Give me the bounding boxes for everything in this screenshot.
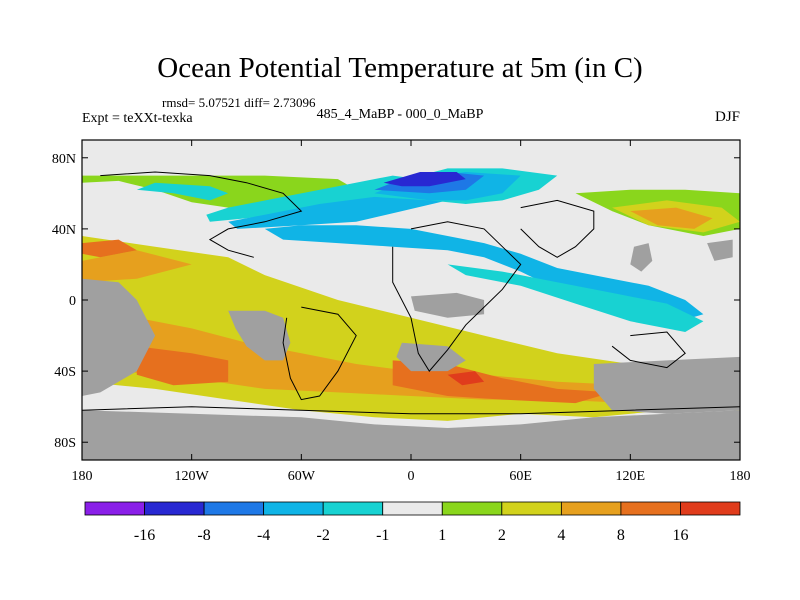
y-tick-label: 40S <box>54 365 76 380</box>
x-tick-label: 0 <box>408 469 415 484</box>
region-east-cyan <box>447 264 704 332</box>
colorbar-label: 8 <box>617 527 625 544</box>
x-tick-label: 180 <box>72 469 93 484</box>
coastline-2 <box>282 306 357 401</box>
colorbar-swatch <box>203 501 265 516</box>
coastline-3 <box>392 221 522 372</box>
region-southern-orange <box>118 314 704 404</box>
region-northeast-orange <box>630 207 713 229</box>
region-siberia-dark-blue <box>383 172 466 187</box>
region-southern-dark-orange <box>136 346 229 386</box>
colorbar-swatch <box>84 501 145 516</box>
x-tick-label: 60W <box>288 469 316 484</box>
coastline-1 <box>100 171 303 258</box>
region-northwest-cyan <box>136 182 229 201</box>
colorbar-label: -1 <box>376 527 389 544</box>
coastline-6 <box>611 331 686 369</box>
colorbar-swatch <box>501 501 562 516</box>
x-tick-label: 60E <box>509 469 532 484</box>
colorbar: -16 -8 -4 -2 -1 1 2 4 8 16 <box>84 501 741 544</box>
colorbar-label: -2 <box>317 527 330 544</box>
missing-east-island-patches <box>630 243 653 272</box>
colorbar-swatch <box>144 501 205 516</box>
colorbar-swatch <box>263 501 324 516</box>
region-atlantic-blue <box>228 189 448 229</box>
y-tick-label: 0 <box>69 294 76 309</box>
coastline-5 <box>82 406 740 415</box>
missing-south-pacific-land <box>593 356 740 414</box>
difference-label: 485_4_MaBP - 000_0_MaBP <box>316 107 484 122</box>
colorbar-swatch <box>560 501 622 516</box>
season-label: DJF <box>714 109 740 125</box>
colorbar-label: -8 <box>197 527 210 544</box>
colorbar-label: 2 <box>498 527 506 544</box>
colorbar-swatch <box>322 501 384 516</box>
colorbar-label: 1 <box>438 527 446 544</box>
missing-equatorial-land-patch <box>411 292 485 318</box>
colorbar-swatch <box>680 501 741 516</box>
map-area <box>81 139 741 461</box>
chart-title: Ocean Potential Temperature at 5m (in C) <box>157 52 643 84</box>
missing-pacific-land-west <box>82 278 156 396</box>
colorbar-label: -16 <box>134 527 155 544</box>
experiment-label: Expt = teXXt-texka <box>82 111 193 126</box>
y-tick-label: 80N <box>52 152 76 167</box>
colorbar-label: 4 <box>557 527 565 544</box>
region-south-red-spot <box>447 371 485 386</box>
colorbar-swatch <box>620 501 681 516</box>
x-tick-label: 180 <box>730 469 751 484</box>
missing-south-america-land <box>228 310 291 361</box>
missing-far-east-land <box>707 239 733 261</box>
region-west-pacific-orange <box>82 250 192 283</box>
map-axes: 180 120W 60W 0 60E 120E 180 80N 40N 0 40S 80S <box>52 140 751 484</box>
colorbar-label: -4 <box>257 527 270 544</box>
region-west-pacific-dark-orange <box>82 239 137 258</box>
missing-antarctic-land <box>82 410 740 460</box>
coastline-4 <box>520 199 595 258</box>
x-tick-label: 120W <box>175 469 210 484</box>
missing-africa-land-patch <box>396 342 466 372</box>
field-layer <box>82 140 740 460</box>
colorbar-label: 16 <box>672 527 688 544</box>
y-tick-label: 80S <box>54 436 76 451</box>
x-tick-label: 120E <box>616 469 646 484</box>
stats-label: rmsd= 5.07521 diff= 2.73096 <box>162 95 316 110</box>
y-tick-label: 40N <box>52 223 76 238</box>
colorbar-swatch <box>382 501 443 516</box>
colorbar-swatch <box>441 501 503 516</box>
